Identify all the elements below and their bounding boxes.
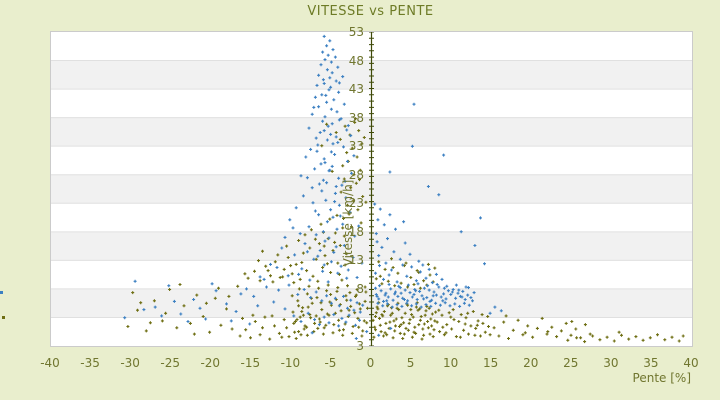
y-tick-label: 48	[348, 53, 364, 68]
x-tick-label: 25	[563, 356, 579, 370]
stray-point	[0, 291, 3, 294]
y-tick-label: 38	[348, 110, 364, 125]
x-tick-label: -20	[200, 356, 221, 370]
y-tick-label: 43	[348, 82, 364, 97]
stray-point	[2, 316, 5, 319]
x-tick-label: 20	[523, 356, 539, 370]
y-tick-label: 28	[348, 167, 364, 182]
y-tick-label: 3	[356, 339, 364, 353]
x-tick-label: 5	[406, 356, 415, 370]
y-axis-minor-ticks	[369, 32, 374, 346]
x-tick-label: 15	[483, 356, 499, 370]
y-tick-label: 8	[356, 281, 364, 296]
x-tick-label: 10	[442, 356, 459, 370]
x-tick-label: -25	[160, 356, 180, 370]
y-tick-label: 53	[348, 25, 364, 39]
x-tick-label: 40	[683, 356, 699, 370]
y-tick-label: 18	[348, 224, 364, 239]
x-tick-label: 30	[603, 356, 619, 370]
x-tick-label: 0	[366, 356, 375, 370]
y-tick-label: 23	[348, 196, 364, 211]
scatter-series-serie-bleue	[123, 34, 503, 340]
x-tick-label: 35	[643, 356, 659, 370]
x-tick-label: -15	[240, 356, 261, 370]
scatter-canvas	[51, 32, 692, 346]
x-tick-label: -5	[324, 356, 337, 370]
y-tick-label: 33	[348, 139, 364, 154]
x-tick-label: -40	[40, 356, 60, 370]
plot-area: Vitesse [km/h] 53 48 43 38 33 28 23 18 13 8 3	[50, 25, 693, 353]
x-axis-tick-row: -40 -35 -30 -25 -20 -15 -10 -5 0 5 10 15 20 25 30 35 40	[40, 356, 698, 370]
scatter-series-serie-olive	[126, 117, 685, 344]
x-tick-label: -30	[120, 356, 140, 370]
x-tick-label: -10	[280, 356, 301, 370]
y-tick-label: 13	[348, 253, 364, 268]
x-axis-title: Pente [%]	[632, 371, 691, 385]
x-tick-label: -35	[80, 356, 100, 370]
chart-title: VITESSE vs PENTE	[307, 4, 434, 19]
